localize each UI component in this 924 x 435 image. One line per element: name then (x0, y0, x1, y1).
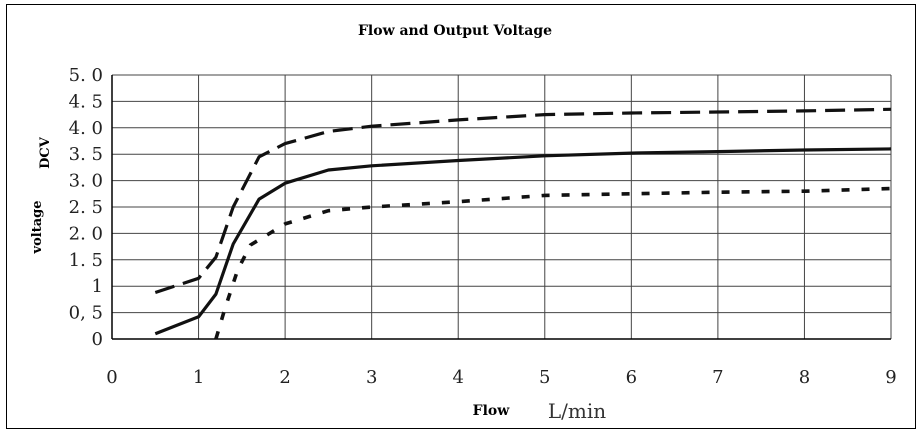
series-lines (154, 107, 892, 340)
x-tick-label: 7 (712, 367, 723, 388)
y-tick-label: 4. 0 (69, 118, 103, 139)
chart-title: Flow and Output Voltage (358, 23, 552, 39)
y-tick-label: 2. 5 (69, 197, 103, 218)
y-tick-label: 4. 5 (69, 91, 103, 112)
x-tick-label: 9 (885, 367, 896, 388)
flow-voltage-chart: Flow and Output Voltage 0 0, 5 1 1. 5 2. 0 2.… (30, 23, 897, 423)
y-tick-labels: 0 0, 5 1 1. 5 2. 0 2. 5 3. 0 3. 5 4. 0 4. 5 5. 0 (69, 65, 103, 350)
y-axis-label: voltage (30, 201, 45, 255)
y-tick-label: 5. 0 (69, 65, 103, 86)
y-tick-label: 0 (92, 329, 103, 350)
series-line-dashed (154, 107, 892, 295)
x-tick-label: 8 (799, 367, 810, 388)
chart-frame: Flow and Output Voltage 0 0, 5 1 1. 5 2. 0 2.… (6, 4, 916, 429)
x-tick-label: 4 (452, 367, 463, 388)
series-line-solid (154, 147, 892, 336)
x-tick-label: 1 (193, 367, 204, 388)
x-tick-label: 5 (539, 367, 550, 388)
y-tick-label: 0, 5 (69, 303, 103, 324)
grid-lines (112, 74, 892, 339)
y-axis-unit: DCV (38, 136, 53, 169)
x-axis-unit: L/min (548, 399, 606, 423)
x-tick-labels: 0 1 2 3 4 5 6 7 8 9 (106, 367, 896, 388)
x-tick-label: 0 (106, 367, 117, 388)
y-tick-label: 2. 0 (69, 223, 103, 244)
x-tick-label: 3 (366, 367, 377, 388)
x-tick-label: 6 (626, 367, 637, 388)
x-tick-label: 2 (279, 367, 290, 388)
y-tick-label: 3. 5 (69, 144, 103, 165)
axes (111, 75, 891, 340)
series-line-dotted (214, 186, 892, 340)
y-tick-label: 1. 5 (69, 250, 103, 271)
y-tick-label: 3. 0 (69, 171, 103, 192)
y-tick-label: 1 (92, 276, 103, 297)
x-axis-label: Flow (473, 403, 511, 419)
